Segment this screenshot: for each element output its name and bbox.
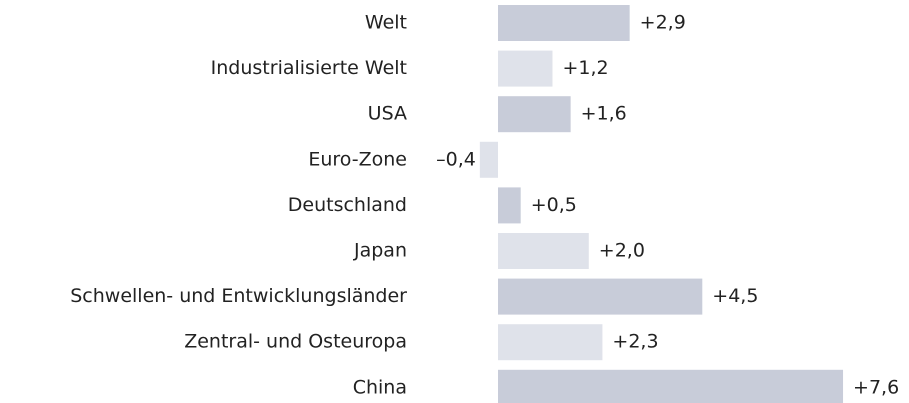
value-label: +2,0 — [599, 240, 645, 262]
bar — [498, 233, 589, 269]
value-label: +2,3 — [612, 331, 658, 353]
category-label: Industrialisierte Welt — [211, 57, 407, 79]
value-label: +0,5 — [531, 194, 577, 216]
bar — [498, 324, 603, 361]
bar — [498, 187, 521, 224]
category-label: Schwellen- und Entwicklungsländer — [70, 285, 407, 307]
value-label: +2,9 — [640, 12, 686, 34]
category-label: China — [353, 376, 407, 398]
bar — [498, 5, 630, 41]
category-label: Japan — [353, 240, 407, 262]
category-label: Zentral- und Osteuropa — [184, 331, 407, 353]
value-label: +7,6 — [853, 376, 899, 398]
bar — [498, 50, 553, 87]
value-label: +1,6 — [581, 103, 627, 125]
bar — [479, 141, 498, 178]
value-label: +4,5 — [712, 285, 758, 307]
category-label: USA — [368, 103, 407, 125]
category-label: Welt — [365, 12, 407, 34]
bar — [498, 278, 703, 315]
category-label: Deutschland — [288, 194, 407, 216]
category-label: Euro-Zone — [308, 148, 407, 170]
bar — [498, 369, 844, 403]
value-label: –0,4 — [436, 148, 476, 170]
bar — [498, 96, 571, 133]
value-label: +1,2 — [562, 57, 608, 79]
